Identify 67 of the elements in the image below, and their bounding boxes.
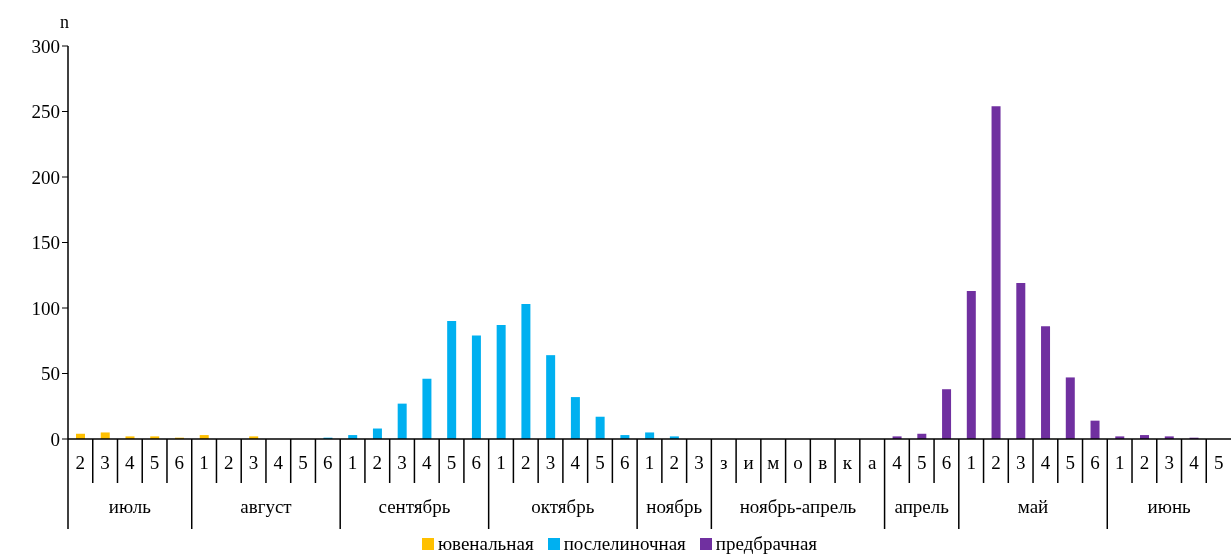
x-tick-label: о [793,452,803,473]
x-tick-label: 2 [1139,452,1150,473]
legend-label: послелиночная [563,533,686,555]
x-tick-label: 1 [496,452,506,473]
x-tick-label: к [842,452,853,473]
y-tick-label: 100 [31,297,60,319]
y-tick-label: 200 [31,166,60,188]
text: апрель [894,496,950,517]
legend-label: ювенальная [437,533,534,555]
x-tick-label: 6 [1090,452,1100,473]
x-tick-label: 6 [620,452,630,473]
x-tick-label: 6 [323,452,333,473]
x-tick-label: 5 [595,452,605,473]
x-tick-label: 2 [521,452,531,473]
x-tick-label: 3 [694,452,704,473]
x-tick-label: 6 [471,452,482,473]
x-tick-label: 3 [1015,452,1026,473]
text: ноябрь-апрель [739,496,857,517]
text: август [240,496,293,517]
x-tick-label: в [818,452,828,473]
x-tick-label: 4 [422,452,433,473]
x-tick-label: 3 [248,452,259,473]
x-tick-label: 4 [273,452,284,473]
x-tick-label: 1 [644,452,655,473]
x-tick-label: 5 [1065,452,1075,473]
x-tick-label: 2 [991,452,1001,473]
y-axis-title: n [60,12,69,33]
y-tick-label: 50 [41,363,60,385]
text: ноябрь [646,496,703,517]
x-tick-label: 2 [224,452,234,473]
text: май [1017,496,1049,517]
x-tick-label: 4 [125,452,136,473]
text: сентябрь [378,496,451,517]
x-tick-label: 6 [174,452,185,473]
x-tick-label: 1 [199,452,209,473]
x-tick-label: 3 [100,452,110,473]
x-tick-label: 1 [347,452,358,473]
x-tick-label: а [867,452,877,473]
x-tick-label: 4 [570,452,581,473]
y-tick-label: 150 [31,232,60,254]
x-tick-label: 5 [149,452,160,473]
y-tick-label: 0 [50,428,60,450]
text: июль [108,496,152,517]
y-tick-label: 250 [31,101,60,123]
text: июнь [1147,496,1192,517]
x-tick-label: 2 [669,452,679,473]
x-tick-label: 5 [916,452,927,473]
x-tick-label: м [767,452,780,473]
x-tick-label: 3 [1164,452,1174,473]
x-tick-label: 4 [892,452,903,473]
x-tick-label: 5 [298,452,308,473]
x-tick-label: 2 [372,452,383,473]
x-tick-label: з [719,452,728,473]
x-tick-label: 5 [1213,452,1224,473]
x-tick-label: 5 [446,452,457,473]
x-tick-label: 1 [1114,452,1125,473]
x-tick-label: 6 [941,452,952,473]
x-tick-label: 4 [1040,452,1051,473]
x-tick-label: 3 [545,452,556,473]
x-tick-label: 1 [966,452,976,473]
text: октябрь [531,496,595,517]
x-tick-label: 2 [75,452,86,473]
legend-label: предбрачная [715,533,818,555]
x-tick-label: 4 [1189,452,1200,473]
y-tick-label: 300 [31,35,60,57]
x-tick-label: 3 [397,452,407,473]
x-tick-label: и [743,452,754,473]
